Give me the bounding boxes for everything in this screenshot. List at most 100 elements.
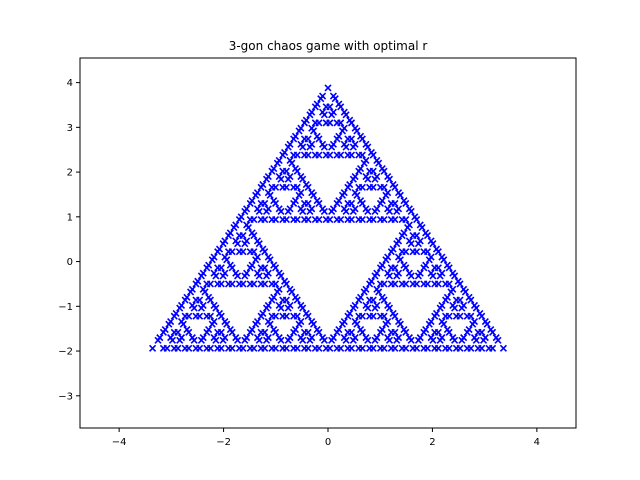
data-point — [402, 328, 410, 336]
data-point — [344, 328, 352, 336]
chart-title: 3-gon chaos game with optimal r — [229, 39, 428, 53]
data-point — [423, 232, 432, 240]
data-point — [427, 334, 435, 342]
data-point — [373, 269, 381, 277]
data-point — [196, 312, 204, 320]
data-point — [199, 269, 207, 277]
data-point — [355, 296, 363, 304]
data-point — [492, 334, 500, 342]
data-point — [384, 189, 392, 197]
data-point — [402, 264, 410, 272]
data-point — [217, 344, 225, 352]
data-point — [264, 317, 272, 326]
data-point — [253, 189, 262, 197]
data-point — [384, 253, 392, 261]
data-point — [275, 301, 283, 309]
data-point — [326, 215, 334, 224]
data-point — [304, 215, 312, 224]
data-point — [235, 215, 243, 224]
data-point — [181, 312, 189, 320]
y-tick-label: −3 — [58, 391, 73, 402]
data-point — [376, 199, 385, 207]
data-point — [286, 140, 294, 148]
data-point — [322, 103, 330, 111]
data-point — [337, 103, 345, 111]
data-point — [333, 119, 341, 127]
data-point — [405, 205, 413, 213]
data-point — [449, 285, 457, 293]
data-point — [329, 108, 337, 116]
data-point — [347, 151, 356, 159]
data-point — [253, 253, 262, 261]
data-point — [203, 328, 211, 336]
data-point — [290, 215, 298, 224]
data-point — [246, 328, 254, 336]
y-tick-label: 0 — [67, 257, 73, 268]
data-point — [391, 183, 399, 191]
data-point — [394, 205, 403, 213]
data-point — [221, 237, 229, 245]
data-point — [185, 328, 193, 336]
data-point — [362, 140, 370, 148]
data-point — [304, 344, 312, 352]
data-point — [434, 344, 442, 352]
data-point — [275, 285, 283, 293]
data-point — [351, 301, 359, 309]
data-point — [224, 344, 233, 352]
data-point — [420, 248, 428, 256]
data-point — [250, 232, 258, 240]
data-point — [463, 328, 471, 336]
data-point — [373, 285, 381, 293]
data-points — [149, 84, 507, 352]
data-point — [369, 151, 377, 159]
data-point — [224, 232, 233, 240]
data-point — [431, 312, 439, 320]
data-point — [380, 167, 388, 175]
data-point — [449, 334, 457, 342]
data-point — [290, 312, 298, 320]
data-point — [344, 312, 352, 320]
x-tick-label: 2 — [429, 437, 435, 448]
data-point — [358, 328, 366, 336]
data-point — [286, 301, 294, 309]
data-point — [366, 167, 374, 175]
data-point — [355, 151, 363, 159]
data-point — [340, 334, 348, 342]
data-point — [224, 248, 233, 256]
data-point — [275, 172, 283, 181]
data-point — [351, 334, 359, 342]
data-point — [221, 269, 229, 277]
data-point — [384, 205, 392, 213]
data-point — [470, 334, 479, 342]
data-point — [427, 317, 435, 326]
data-point — [463, 312, 471, 320]
data-point — [261, 344, 269, 352]
data-point — [329, 205, 337, 213]
data-point — [199, 301, 207, 309]
data-point — [246, 215, 254, 224]
data-point — [304, 183, 312, 191]
data-point — [481, 317, 489, 326]
data-point — [456, 280, 464, 288]
data-point — [286, 285, 294, 293]
data-point — [333, 135, 341, 143]
data-point — [282, 215, 290, 224]
data-point — [416, 269, 424, 277]
data-point — [315, 199, 323, 207]
data-point — [344, 135, 352, 143]
data-point — [293, 167, 301, 175]
data-point — [445, 264, 453, 272]
data-point — [333, 215, 341, 224]
data-point — [431, 264, 439, 272]
data-point — [264, 205, 272, 213]
data-point — [159, 328, 167, 336]
y-tick-label: −2 — [58, 347, 73, 358]
data-point — [362, 301, 370, 309]
data-point — [279, 151, 287, 159]
data-point — [293, 296, 301, 304]
data-point — [279, 167, 287, 175]
data-point — [315, 135, 323, 143]
data-point — [373, 205, 381, 213]
data-point — [416, 334, 424, 342]
